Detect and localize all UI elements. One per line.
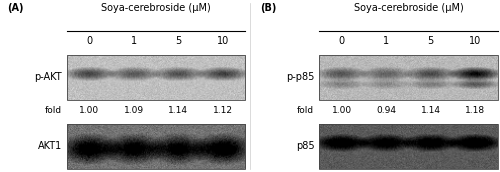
- Text: 1.12: 1.12: [213, 106, 233, 115]
- Text: 1.18: 1.18: [465, 106, 485, 115]
- Text: 1: 1: [130, 36, 136, 46]
- Bar: [67, 55, 245, 100]
- Text: 1: 1: [383, 36, 389, 46]
- Text: 10: 10: [469, 36, 482, 46]
- Text: 5: 5: [428, 36, 434, 46]
- Text: 0.94: 0.94: [376, 106, 396, 115]
- Text: 0: 0: [338, 36, 344, 46]
- Bar: [320, 124, 498, 169]
- Text: 1.09: 1.09: [124, 106, 144, 115]
- Text: Soya-cerebroside (μM): Soya-cerebroside (μM): [101, 3, 211, 13]
- Text: 1.00: 1.00: [332, 106, 351, 115]
- Text: (A): (A): [8, 3, 24, 13]
- Text: Soya-cerebroside (μM): Soya-cerebroside (μM): [354, 3, 464, 13]
- Text: AKT1: AKT1: [38, 141, 62, 151]
- Text: fold: fold: [297, 106, 314, 115]
- Text: fold: fold: [45, 106, 62, 115]
- Text: 1.00: 1.00: [79, 106, 99, 115]
- Text: p-p85: p-p85: [286, 72, 314, 82]
- Text: 0: 0: [86, 36, 92, 46]
- Bar: [67, 124, 245, 169]
- Text: p85: p85: [296, 141, 314, 151]
- Text: (B): (B): [260, 3, 276, 13]
- Text: 1.14: 1.14: [420, 106, 440, 115]
- Text: p-AKT: p-AKT: [34, 72, 62, 82]
- Bar: [320, 55, 498, 100]
- Text: 10: 10: [216, 36, 229, 46]
- Text: 1.14: 1.14: [168, 106, 188, 115]
- Text: 5: 5: [175, 36, 182, 46]
